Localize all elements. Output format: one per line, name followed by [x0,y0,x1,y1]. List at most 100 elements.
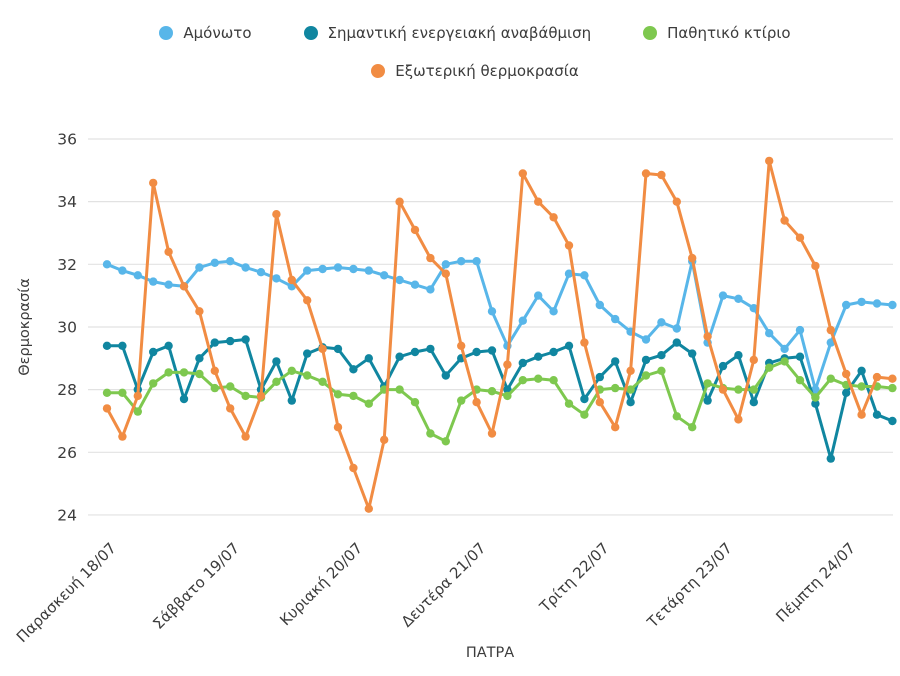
data-point [580,410,589,419]
x-tick-label: Σάββατο 19/07 [149,539,243,633]
data-point [826,374,835,383]
data-point [672,197,681,206]
data-point [487,429,497,438]
data-point [256,268,266,277]
x-tick-label: Παρασκευή 18/07 [13,539,120,646]
data-point [888,383,897,393]
data-point [703,396,712,405]
data-point [842,388,851,397]
data-point [795,233,805,242]
data-point [303,266,312,275]
data-point [749,355,758,365]
data-point [287,366,296,375]
data-point [595,300,604,310]
data-point [410,398,420,407]
data-point [672,324,681,333]
data-point [857,297,866,307]
data-point [780,216,789,225]
data-point [626,385,635,394]
data-point [272,274,281,283]
data-point [564,341,574,350]
data-point [195,369,204,379]
data-point [549,307,558,316]
data-point [457,396,466,405]
data-point [333,344,343,354]
legend-row-2: Εξωτερική θερμοκρασία [60,62,890,80]
data-point [364,504,373,513]
data-point [749,385,758,394]
data-point [102,388,112,397]
data-point [395,275,404,285]
legend-dot-amonoto-icon [159,26,174,40]
data-point [364,354,373,363]
data-point [718,291,728,300]
legend-dot-energy-upgrade-icon [303,26,318,40]
data-point [272,210,281,219]
legend-item-energy-upgrade[interactable]: Σημαντική ενεργειακή αναβάθμιση [303,24,592,42]
data-point [718,361,728,371]
data-point [534,374,543,383]
legend-dot-passive-building-icon [643,26,658,40]
x-tick-labels: Παρασκευή 18/07 Σάββατο 19/07 Κυριακή 20/0… [13,539,859,646]
data-point [826,454,835,463]
data-point [857,366,866,375]
data-point [688,349,697,358]
data-point [380,271,389,280]
data-point [133,271,142,280]
legend-item-exterior-temperature[interactable]: Εξωτερική θερμοκρασία [371,62,579,80]
data-point [795,352,805,361]
legend-item-passive-building[interactable]: Παθητικό κτίριο [643,24,791,42]
legend-label: Εξωτερική θερμοκρασία [395,62,579,80]
gridlines [88,138,893,516]
data-point [287,275,296,285]
data-point [149,347,158,357]
data-point [318,264,327,274]
data-point [349,264,358,274]
data-point [765,329,774,338]
data-point [734,294,743,303]
data-point [888,300,897,310]
data-point [441,269,450,278]
legend-label: Σημαντική ενεργειακή αναβάθμιση [327,24,592,42]
data-point [164,368,173,377]
data-point [426,253,435,263]
data-point [241,432,250,441]
data-point [395,352,404,361]
data-point [241,263,250,272]
series-lines [102,156,897,513]
data-point [657,351,666,360]
data-point [549,347,558,357]
legend-item-amonoto[interactable]: Αμόνωτο [159,24,252,42]
legend-row-1: Αμόνωτο Σημαντική ενεργειακή αναβάθμιση … [60,24,890,42]
x-tick-label: Τρίτη 22/07 [535,539,612,616]
data-point [241,391,250,401]
data-point [611,383,620,393]
data-point [734,415,743,424]
data-point [318,377,327,386]
data-point [811,261,820,271]
data-point [564,241,574,250]
y-tick-label: 28 [57,381,77,399]
data-point [102,260,112,269]
x-tick-label: Κυριακή 20/07 [276,539,366,629]
legend-label: Παθητικό κτίριο [667,24,791,42]
series-line [105,259,894,392]
data-point [549,376,558,385]
data-point [441,371,450,380]
data-point [657,318,666,327]
data-point [534,352,543,361]
data-point [426,285,435,294]
data-point [626,398,635,407]
data-point [256,391,266,401]
y-tick-label: 24 [57,506,77,524]
data-point [303,296,312,305]
data-point [518,169,527,178]
data-point [718,385,728,394]
y-tick-label: 30 [57,318,77,336]
data-point [672,412,681,421]
data-point [472,257,481,266]
data-point [826,325,835,335]
data-point [410,225,420,235]
data-point [364,266,373,275]
